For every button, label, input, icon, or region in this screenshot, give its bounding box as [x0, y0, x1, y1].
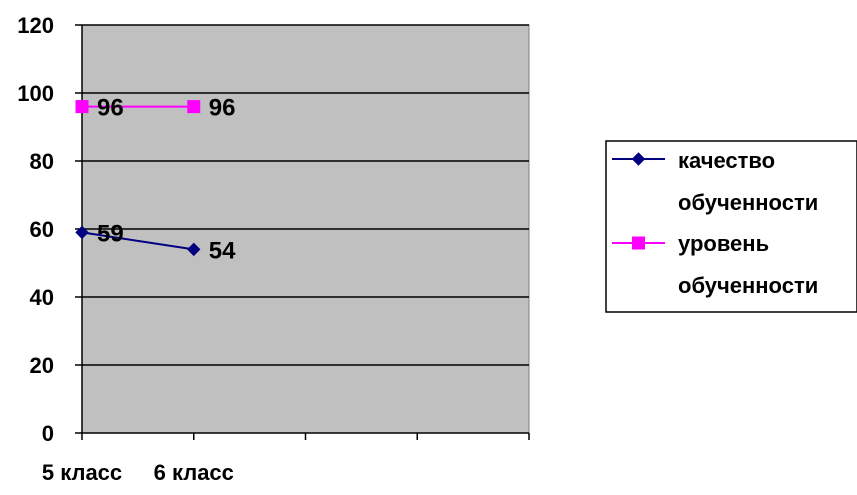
- y-tick-label-5: 100: [17, 81, 54, 106]
- axes: 0 20 40 60 80 100 120 5 класс 6 класс: [17, 13, 530, 485]
- y-tick-label-6: 120: [17, 13, 54, 38]
- y-tick-label-0: 0: [42, 421, 54, 446]
- series-1-data-label-0: 96: [97, 95, 124, 122]
- legend-marker-1: [632, 236, 645, 250]
- x-tick-label-0: 5 класс: [42, 460, 122, 485]
- series-line-0: [81, 231, 194, 251]
- legend-box: [605, 140, 857, 313]
- y-tick-label-3: 60: [30, 217, 54, 242]
- gridlines: [82, 24, 529, 366]
- x-tick-label-1: 6 класс: [154, 460, 234, 485]
- series-0-point-1: [187, 242, 201, 257]
- legend-label-0-1: обученности: [678, 190, 818, 215]
- y-tick-label-2: 40: [30, 285, 54, 310]
- series-1-point-1: [187, 100, 201, 114]
- legend-label-0-0: качество: [678, 148, 775, 173]
- series-0-data-label-0: 59: [97, 220, 124, 247]
- legend-marker-0: [631, 152, 646, 166]
- series: 59 54 96 96: [75, 95, 236, 264]
- y-tick-label-4: 80: [30, 149, 54, 174]
- series-0-data-label-1: 54: [209, 237, 236, 264]
- legend-label-1-1: обученности: [678, 273, 818, 298]
- series-1-point-0: [75, 100, 89, 114]
- series-1-data-label-1: 96: [209, 95, 236, 122]
- y-tick-label-1: 20: [30, 353, 54, 378]
- legend: качество обученности уровень обученности: [605, 140, 857, 313]
- series-0-point-0: [75, 225, 89, 240]
- legend-label-1-0: уровень: [678, 231, 769, 256]
